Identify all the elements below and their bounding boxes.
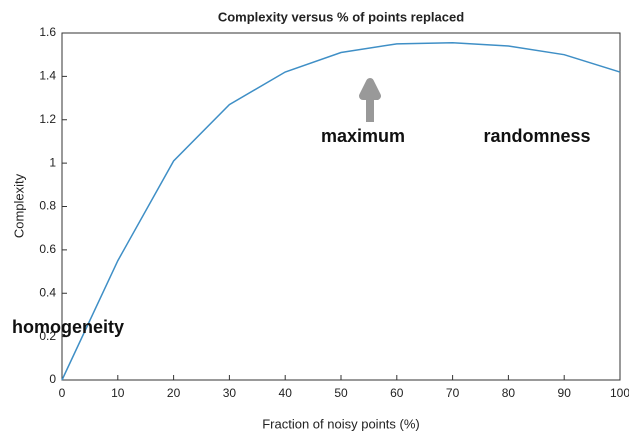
x-tick-label: 60	[390, 386, 404, 400]
x-tick-label: 10	[111, 386, 125, 400]
annotation: maximum	[321, 126, 405, 146]
x-tick-label: 20	[167, 386, 181, 400]
x-tick-label: 40	[279, 386, 293, 400]
annotation: randomness	[483, 126, 590, 146]
x-tick-label: 70	[446, 386, 460, 400]
x-tick-label: 80	[502, 386, 516, 400]
x-axis-label: Fraction of noisy points (%)	[262, 416, 420, 431]
line	[61, 42, 621, 381]
x-tick-label: 90	[558, 386, 572, 400]
annotation: homogeneity	[12, 317, 124, 337]
y-tick-label: 1	[49, 155, 56, 169]
chart-title: Complexity versus % of points replaced	[218, 9, 464, 24]
y-axis-label: Complexity	[11, 173, 26, 238]
plot-frame	[61, 32, 621, 381]
x-tick-label: 0	[59, 386, 66, 400]
y-tick-label: 0.2	[39, 329, 56, 343]
y-tick-label: 0.8	[39, 199, 56, 213]
y-tick-label: 1.6	[39, 25, 56, 39]
x-tick-label: 50	[334, 386, 348, 400]
arrow	[359, 78, 381, 122]
x-tick-label: 100	[610, 386, 629, 400]
y-tick-label: 0.4	[39, 285, 56, 299]
y-tick-label: 1.4	[39, 69, 56, 83]
y-tick-label: 0.6	[39, 242, 56, 256]
y-tick-label: 0	[49, 372, 56, 386]
x-tick-label: 30	[223, 386, 237, 400]
y-tick-label: 1.2	[39, 112, 56, 126]
